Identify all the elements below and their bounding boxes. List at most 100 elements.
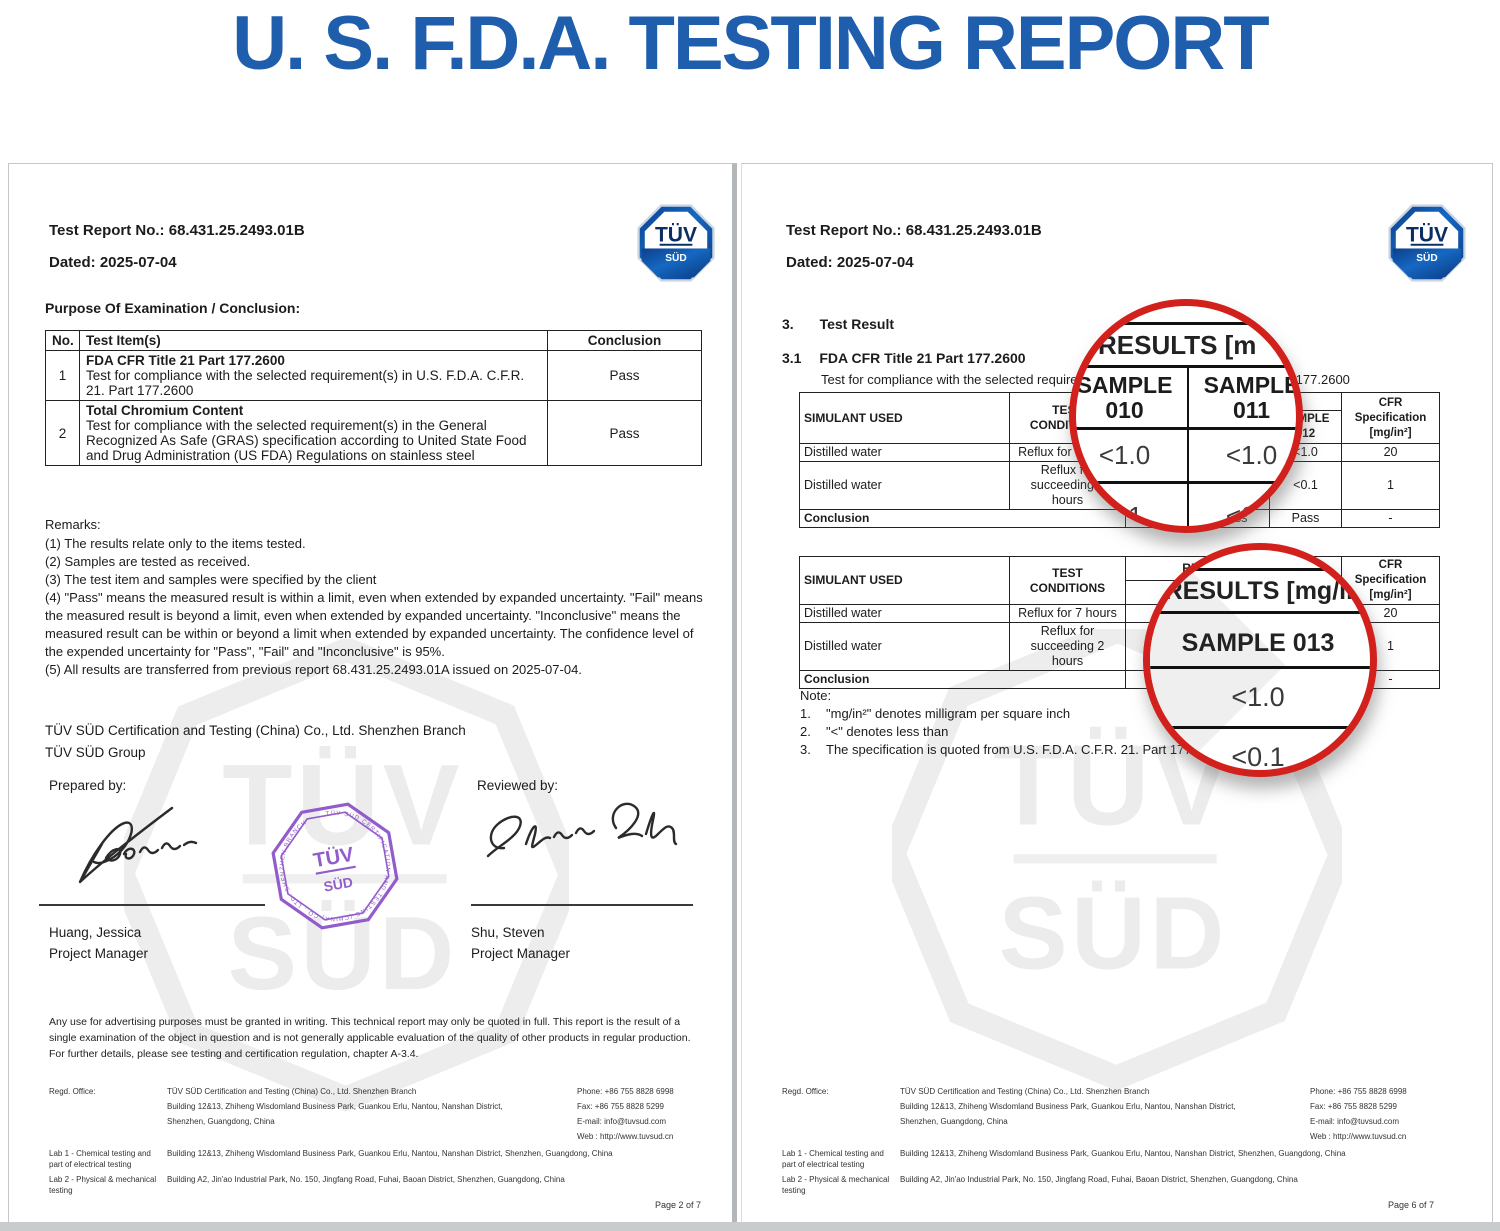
watermark-sud-text: SÜD (999, 875, 1228, 991)
footer-web: Web : http://www.tuvsud.cn (1310, 1132, 1407, 1141)
magnified-value: 0.1 (1076, 484, 1189, 526)
report-number: Test Report No.: 68.431.25.2493.01B (786, 222, 1042, 239)
section-31-heading: 3.1 FDA CFR Title 21 Part 177.2600 (782, 350, 1026, 366)
magnified-value: <0.1 (1225, 501, 1278, 531)
remarks-heading: Remarks: (45, 517, 101, 532)
note-heading: Note: (800, 688, 832, 703)
cell-simulant: Distilled water (799, 443, 1010, 462)
row-no: 1 (45, 350, 80, 401)
remarks-list: (1) The results relate only to the items… (45, 535, 707, 679)
note-text: "<" denotes less than (826, 724, 949, 739)
lab2-label: Lab 2 - Physical & mechanical testing (782, 1175, 890, 1195)
cell-conclusion: Pass (1268, 509, 1343, 528)
col-header-simulant: SIMULANT USED (799, 556, 1010, 605)
company-block: TÜV SÜD Certification and Testing (China… (45, 720, 466, 764)
cell-cfr: 1 (1341, 461, 1441, 510)
company-group: TÜV SÜD Group (45, 745, 146, 760)
report-page-left: TÜV SÜD Test Report No.: 68.431.25.2493.… (8, 163, 737, 1224)
cell-simulant: Distilled water (799, 622, 1010, 671)
footer-phone: Phone: +86 755 8828 6998 (1310, 1087, 1407, 1096)
reviewer-block: Shu, Steven Project Manager (471, 922, 570, 964)
logo-tuv-text: TÜV (655, 223, 697, 246)
magnified-value-row: <1.0 <1.0 (1076, 430, 1296, 484)
row-no: 2 (45, 400, 80, 466)
test-item-desc: Test for compliance with the selected re… (86, 418, 527, 463)
cell-conditions: Reflux for succeeding 2 hours (1009, 622, 1126, 671)
preparer-name: Huang, Jessica (49, 925, 142, 940)
note-block: Note: 1. "mg/in²" denotes milligram per s… (800, 688, 1360, 760)
row-conclusion: Pass (547, 400, 702, 466)
magnified-sample-010: SAMPLE 010 (1076, 368, 1189, 427)
col-header-cfr: CFR Specification [mg/in²] (1341, 556, 1440, 605)
regd-office-line3: Shenzhen, Guangdong, China (900, 1117, 1008, 1126)
lab1-label: Lab 1 - Chemical testing and part of ele… (49, 1149, 151, 1169)
tuv-sud-watermark-icon: TÜV SÜD (892, 629, 1342, 1091)
regd-office-label: Regd. Office: (782, 1087, 829, 1096)
page-number: Page 6 of 7 (1387, 1200, 1434, 1210)
lab2-address: Building A2, Jin'ao Industrial Park, No.… (167, 1175, 565, 1184)
lab2-address: Building A2, Jin'ao Industrial Park, No.… (900, 1175, 1298, 1184)
magnified-sample-013: SAMPLE 013 (1150, 614, 1370, 669)
test-item-desc: Test for compliance with the selected re… (86, 368, 525, 398)
disclaimer-text: Any use for advertising purposes must be… (49, 1016, 691, 1060)
row-item: Total Chromium Content Test for complian… (79, 400, 548, 466)
regd-office-line3: Shenzhen, Guangdong, China (167, 1117, 275, 1126)
magnified-value-row: 0.1 <0.1 (1076, 484, 1296, 531)
conclusion-label: Conclusion (799, 509, 1126, 528)
cell-cfr: 20 (1341, 443, 1441, 462)
section-3-title: Test Result (819, 316, 895, 332)
magnified-border-line (1150, 550, 1370, 571)
magnifier-circle-2: RESULTS [mg/in SAMPLE 013 <1.0 <0.1 (1143, 543, 1377, 777)
magnified-table-2: RESULTS [mg/in SAMPLE 013 <1.0 <0.1 (1150, 550, 1370, 770)
tuv-sud-logo-icon: TÜV SÜD (1388, 204, 1466, 282)
reviewer-role: Project Manager (471, 946, 571, 961)
footer-fax: Fax: +86 755 8828 5299 (577, 1102, 664, 1111)
test-item-title: FDA CFR Title 21 Part 177.2600 (86, 353, 285, 368)
cell-simulant: Distilled water (799, 461, 1010, 510)
remark-item: (5) All results are transferred from pre… (45, 662, 582, 677)
magnified-value: <1.0 (1076, 430, 1189, 481)
section-31-title: FDA CFR Title 21 Part 177.2600 (819, 350, 1026, 366)
section-3-heading: 3. Test Result (782, 316, 894, 332)
note-text: "mg/in²" denotes milligram per square in… (826, 706, 1071, 721)
note-text: The specification is quoted from U.S. F.… (826, 742, 1225, 757)
cell-conditions: Reflux for 7 hours (1009, 604, 1126, 623)
note-item: 3. The specification is quoted from U.S. … (800, 742, 1360, 758)
col-header-no: No. (45, 330, 80, 351)
conclusion-label: Conclusion (799, 670, 1126, 689)
conclusion-table-header-row: No. Test Item(s) Conclusion (45, 330, 702, 351)
magnified-value: <0.1 (1150, 729, 1370, 770)
logo-sud-text: SÜD (665, 251, 686, 264)
purpose-heading: Purpose Of Examination / Conclusion: (45, 300, 301, 316)
tuv-sud-logo-icon: TÜV SÜD (637, 204, 715, 282)
lab1-address: Building 12&13, Zhiheng Wisdomland Busin… (167, 1149, 613, 1158)
magnified-results-header: RESULTS [mg/in (1150, 571, 1370, 614)
company-name: TÜV SÜD Certification and Testing (China… (45, 723, 466, 738)
regd-office-line2: Building 12&13, Zhiheng Wisdomland Busin… (167, 1102, 503, 1111)
report-page-right: TÜV SÜD Test Report No.: 68.431.25.2493.… (741, 163, 1493, 1224)
remark-item: (4) "Pass" means the measured result is … (45, 590, 703, 659)
regd-office-line1: TÜV SÜD Certification and Testing (China… (167, 1087, 417, 1096)
remark-item: (2) Samples are tested as received. (45, 554, 251, 569)
row-item: FDA CFR Title 21 Part 177.2600 Test for … (79, 350, 548, 401)
report-date: Dated: 2025-07-04 (49, 254, 177, 271)
report-number: Test Report No.: 68.431.25.2493.01B (49, 222, 305, 239)
footer-fax: Fax: +86 755 8828 5299 (1310, 1102, 1397, 1111)
logo-tuv-text: TÜV (1406, 223, 1448, 246)
footer-phone: Phone: +86 755 8828 6998 (577, 1087, 674, 1096)
note-item: 1. "mg/in²" denotes milligram per square … (800, 706, 1360, 722)
col-header-simulant: SIMULANT USED (799, 392, 1010, 444)
magnified-sample-row: SAMPLE 010 SAMPLE 011 (1076, 368, 1296, 430)
signature-line (39, 904, 265, 906)
remark-item: (1) The results relate only to the items… (45, 536, 306, 551)
row-conclusion: Pass (547, 350, 702, 401)
table-row: 2 Total Chromium Content Test for compli… (45, 400, 702, 466)
page-footer: Regd. Office: TÜV SÜD Certification and … (782, 1086, 1444, 1196)
magnified-value: <1.0 (1150, 669, 1370, 729)
stamp-sud-text: SÜD (322, 874, 354, 895)
col-header-cfr: CFR Specification [mg/in²] (1341, 392, 1441, 444)
test-item-title: Total Chromium Content (86, 403, 244, 418)
reviewed-by-label: Reviewed by: (477, 778, 559, 793)
lab1-address: Building 12&13, Zhiheng Wisdomland Busin… (900, 1149, 1346, 1158)
cell-conclusion-cfr: - (1341, 509, 1441, 528)
